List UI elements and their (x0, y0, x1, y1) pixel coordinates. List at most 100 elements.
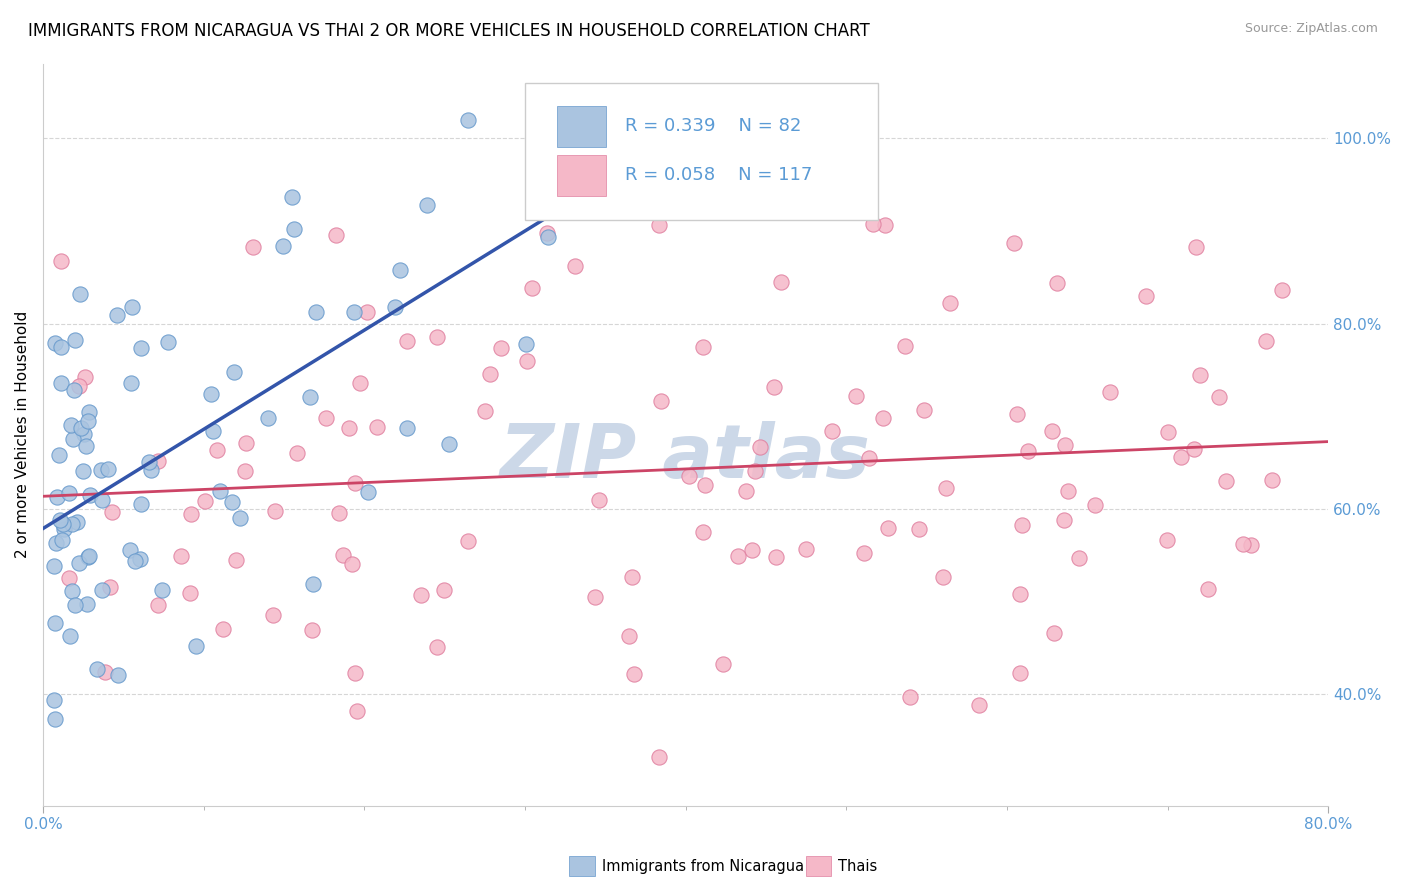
Point (90, 463, 112, 477)
Point (1185, 240, 1208, 254)
Point (536, 226, 558, 240)
Point (692, 525, 714, 540)
Point (912, 402, 935, 417)
Point (617, 629, 640, 643)
Point (225, 553, 247, 567)
Point (1040, 424, 1063, 438)
Point (44, 335, 66, 350)
Point (90, 582, 112, 597)
Point (60, 516, 83, 531)
Point (872, 411, 894, 425)
Point (553, 166, 575, 180)
Text: R = 0.339    N = 82: R = 0.339 N = 82 (626, 118, 801, 136)
Point (343, 476, 366, 491)
Point (77, 414, 100, 428)
Point (893, 338, 915, 352)
Point (337, 421, 360, 435)
Point (73, 427, 96, 442)
Point (169, 549, 191, 563)
Point (343, 665, 366, 680)
Point (233, 464, 256, 478)
Point (711, 657, 734, 672)
Point (281, 189, 304, 203)
Point (678, 469, 700, 483)
Point (1197, 582, 1219, 597)
Point (877, 521, 900, 535)
Point (65, 515, 87, 529)
Point (129, 341, 152, 355)
Point (396, 334, 419, 349)
Point (735, 483, 758, 498)
Point (1053, 438, 1076, 452)
Y-axis label: 2 or more Vehicles in Household: 2 or more Vehicles in Household (15, 311, 30, 558)
Point (908, 522, 931, 536)
Point (256, 410, 278, 425)
Point (193, 494, 215, 508)
Point (388, 263, 411, 277)
Point (623, 667, 645, 681)
Point (69, 286, 91, 301)
Point (75, 439, 97, 453)
Point (426, 640, 449, 654)
Point (693, 477, 716, 491)
Point (1010, 665, 1032, 680)
Point (121, 301, 143, 315)
Point (1005, 407, 1028, 421)
Point (875, 219, 897, 233)
Point (124, 554, 146, 568)
FancyBboxPatch shape (557, 106, 606, 147)
Point (129, 497, 152, 511)
Point (1017, 444, 1039, 458)
Point (426, 330, 449, 344)
Point (79, 487, 101, 501)
Point (862, 217, 884, 231)
Point (325, 228, 347, 243)
Point (572, 145, 595, 159)
Point (62, 583, 84, 598)
Point (853, 546, 876, 560)
Point (1098, 384, 1121, 399)
Point (51, 533, 73, 547)
Point (52, 523, 75, 537)
Point (751, 172, 773, 186)
Point (67, 378, 90, 392)
Point (858, 450, 880, 465)
Point (315, 411, 337, 425)
Text: Source: ZipAtlas.com: Source: ZipAtlas.com (1244, 22, 1378, 36)
Point (302, 577, 325, 591)
Point (49, 513, 72, 527)
Point (845, 389, 868, 403)
Point (105, 308, 128, 322)
Point (1170, 450, 1192, 464)
Text: ZIP atlas: ZIP atlas (501, 420, 872, 493)
Point (935, 481, 957, 495)
Point (49, 340, 72, 354)
Point (1008, 587, 1031, 601)
Point (762, 380, 785, 394)
Point (346, 704, 368, 718)
Point (205, 443, 228, 458)
Point (648, 749, 671, 764)
Point (650, 394, 672, 409)
Point (1182, 442, 1205, 456)
Point (457, 534, 479, 549)
Point (77, 549, 100, 564)
Point (741, 542, 763, 557)
Point (91, 492, 114, 507)
Point (184, 639, 207, 653)
Point (285, 446, 308, 460)
Point (100, 505, 122, 519)
Point (328, 506, 350, 520)
Point (52, 517, 75, 532)
Point (770, 275, 793, 289)
Point (474, 403, 496, 417)
Point (366, 420, 388, 434)
Point (156, 335, 179, 350)
Point (357, 484, 380, 499)
Point (765, 549, 787, 564)
Point (491, 341, 513, 355)
Point (1271, 283, 1294, 297)
Text: R = 0.058    N = 117: R = 0.058 N = 117 (626, 166, 813, 185)
Point (200, 386, 222, 401)
Point (180, 508, 202, 522)
